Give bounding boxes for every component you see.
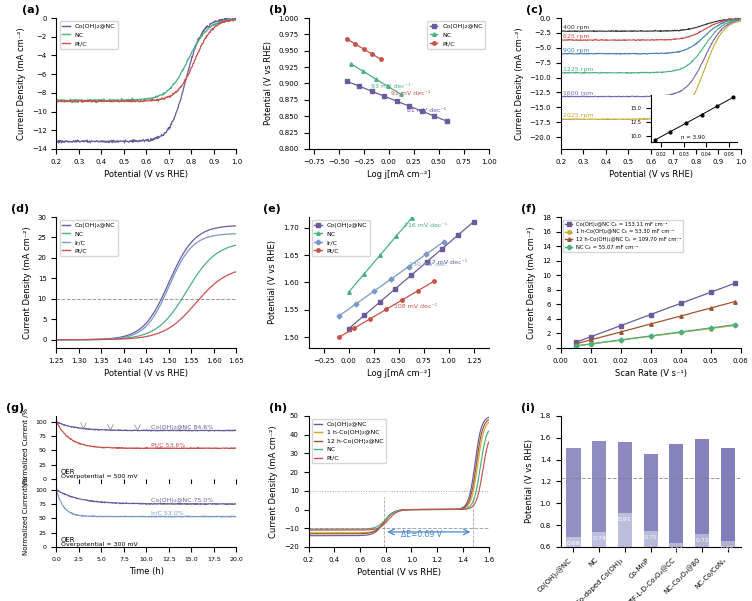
Y-axis label: Current Density (mA cm⁻²): Current Density (mA cm⁻²)	[17, 27, 26, 140]
Bar	[618, 442, 632, 513]
X-axis label: Potential (V vs RHE): Potential (V vs RHE)	[105, 170, 189, 179]
Text: 0.72: 0.72	[695, 538, 709, 543]
Text: Overpotential = 300 mV: Overpotential = 300 mV	[61, 542, 138, 547]
Legend: Co(OH)₂@NC, NC, Pt/C: Co(OH)₂@NC, NC, Pt/C	[427, 21, 486, 49]
Text: (f): (f)	[521, 204, 536, 214]
Y-axis label: Current Density (mA cm⁻²): Current Density (mA cm⁻²)	[23, 226, 32, 339]
Text: Ir/C 53.0%: Ir/C 53.0%	[151, 511, 183, 516]
Text: 625 rpm: 625 rpm	[563, 34, 590, 39]
Text: 0.74: 0.74	[593, 536, 606, 541]
Bar	[695, 534, 709, 547]
Bar	[669, 543, 684, 547]
Text: 216 mV dec⁻¹: 216 mV dec⁻¹	[404, 223, 447, 228]
Legend: Co(OH)₂@NC, NC, Ir/C, Pt/C: Co(OH)₂@NC, NC, Ir/C, Pt/C	[59, 220, 117, 256]
Text: ΔE=0.69 V: ΔE=0.69 V	[401, 529, 442, 538]
Bar	[618, 513, 632, 547]
Bar	[695, 439, 709, 534]
Text: 0.75: 0.75	[644, 535, 657, 540]
Text: 2025 rpm: 2025 rpm	[563, 114, 593, 118]
Bar	[644, 454, 658, 531]
Text: 108 mV dec⁻¹: 108 mV dec⁻¹	[393, 304, 437, 309]
Text: 130 mV dec⁻¹: 130 mV dec⁻¹	[408, 262, 452, 267]
Text: 400 rpm: 400 rpm	[563, 25, 590, 30]
X-axis label: Potential (V vs RHE): Potential (V vs RHE)	[608, 170, 693, 179]
Text: (e): (e)	[263, 204, 281, 214]
Legend: Co(OH)₂@NC, NC, Pt/C: Co(OH)₂@NC, NC, Pt/C	[59, 21, 117, 49]
Bar	[644, 531, 658, 547]
Y-axis label: Normalized Current /%: Normalized Current /%	[23, 408, 29, 487]
Bar	[669, 444, 684, 543]
Text: (g): (g)	[6, 403, 24, 413]
Bar	[566, 448, 581, 537]
Legend: Co(OH)₂@NC Cₖ = 153.11 mF cm⁻², 1 h-Co(OH)₂@NC Cₖ = 53.30 mF cm⁻², 12 h-Co(OH)₂@: Co(OH)₂@NC Cₖ = 153.11 mF cm⁻², 1 h-Co(O…	[563, 219, 684, 252]
Y-axis label: Potential (V vs RHE): Potential (V vs RHE)	[264, 41, 273, 126]
X-axis label: Log j[mA cm⁻²]: Log j[mA cm⁻²]	[367, 170, 430, 179]
Text: OER: OER	[61, 537, 75, 543]
Y-axis label: Potential (V vs RHE): Potential (V vs RHE)	[268, 240, 277, 325]
Y-axis label: Current Density (mA cm⁻²): Current Density (mA cm⁻²)	[269, 425, 278, 538]
Text: (d): (d)	[11, 204, 29, 214]
Y-axis label: Current Density (mA cm⁻²): Current Density (mA cm⁻²)	[514, 27, 523, 140]
Text: OER: OER	[61, 469, 75, 475]
Text: Co(OH)₂@NC 84.6%: Co(OH)₂@NC 84.6%	[151, 425, 214, 430]
Legend: Co(OH)₂@NC, NC, Ir/C, Pt/C: Co(OH)₂@NC, NC, Ir/C, Pt/C	[311, 220, 370, 256]
Text: Co(OH)₂@NC 75.0%: Co(OH)₂@NC 75.0%	[151, 498, 214, 503]
X-axis label: Potential (V vs RHE): Potential (V vs RHE)	[105, 369, 189, 378]
Text: (a): (a)	[22, 5, 40, 15]
Text: 157 mV dec⁻¹: 157 mV dec⁻¹	[423, 260, 467, 266]
Bar	[592, 441, 606, 532]
Text: (i): (i)	[521, 403, 535, 413]
Text: 1225 rpm: 1225 rpm	[563, 67, 593, 72]
Bar	[720, 448, 735, 542]
Text: 61 mV dec⁻¹: 61 mV dec⁻¹	[407, 108, 446, 113]
Y-axis label: Current Density (mA cm⁻²): Current Density (mA cm⁻²)	[527, 226, 536, 339]
Text: 0.69: 0.69	[566, 542, 581, 546]
Bar	[566, 537, 581, 547]
Bar	[720, 542, 735, 547]
Text: 93 mV dec⁻¹: 93 mV dec⁻¹	[371, 84, 410, 89]
Text: 0.91: 0.91	[618, 517, 632, 522]
Text: 0.65: 0.65	[721, 546, 735, 551]
Y-axis label: Normalized Current /%: Normalized Current /%	[23, 476, 29, 555]
Text: (b): (b)	[269, 5, 287, 15]
Text: (h): (h)	[269, 403, 287, 413]
Text: (c): (c)	[526, 5, 543, 15]
Y-axis label: Potential (V vs RHE): Potential (V vs RHE)	[525, 439, 534, 523]
X-axis label: Potential (V vs RHE): Potential (V vs RHE)	[356, 568, 441, 577]
Text: 900 rpm: 900 rpm	[563, 48, 590, 53]
Bar	[592, 532, 606, 547]
Text: 91 mV dec⁻¹: 91 mV dec⁻¹	[390, 91, 430, 96]
Legend: Co(OH)₂@NC, 1 h-Co(OH)₂@NC, 12 h-Co(OH)₂@NC, NC, Pt/C: Co(OH)₂@NC, 1 h-Co(OH)₂@NC, 12 h-Co(OH)₂…	[311, 419, 386, 463]
Text: 1600 rpm: 1600 rpm	[563, 91, 593, 96]
X-axis label: Scan Rate (V s⁻¹): Scan Rate (V s⁻¹)	[614, 369, 687, 378]
Text: 0.64: 0.64	[669, 547, 684, 552]
X-axis label: Log j[mA cm⁻²]: Log j[mA cm⁻²]	[367, 369, 430, 378]
Text: Pt/C 53.6%: Pt/C 53.6%	[151, 443, 185, 448]
X-axis label: Time (h): Time (h)	[129, 567, 164, 576]
Text: Overpotential = 500 mV: Overpotential = 500 mV	[61, 474, 138, 479]
